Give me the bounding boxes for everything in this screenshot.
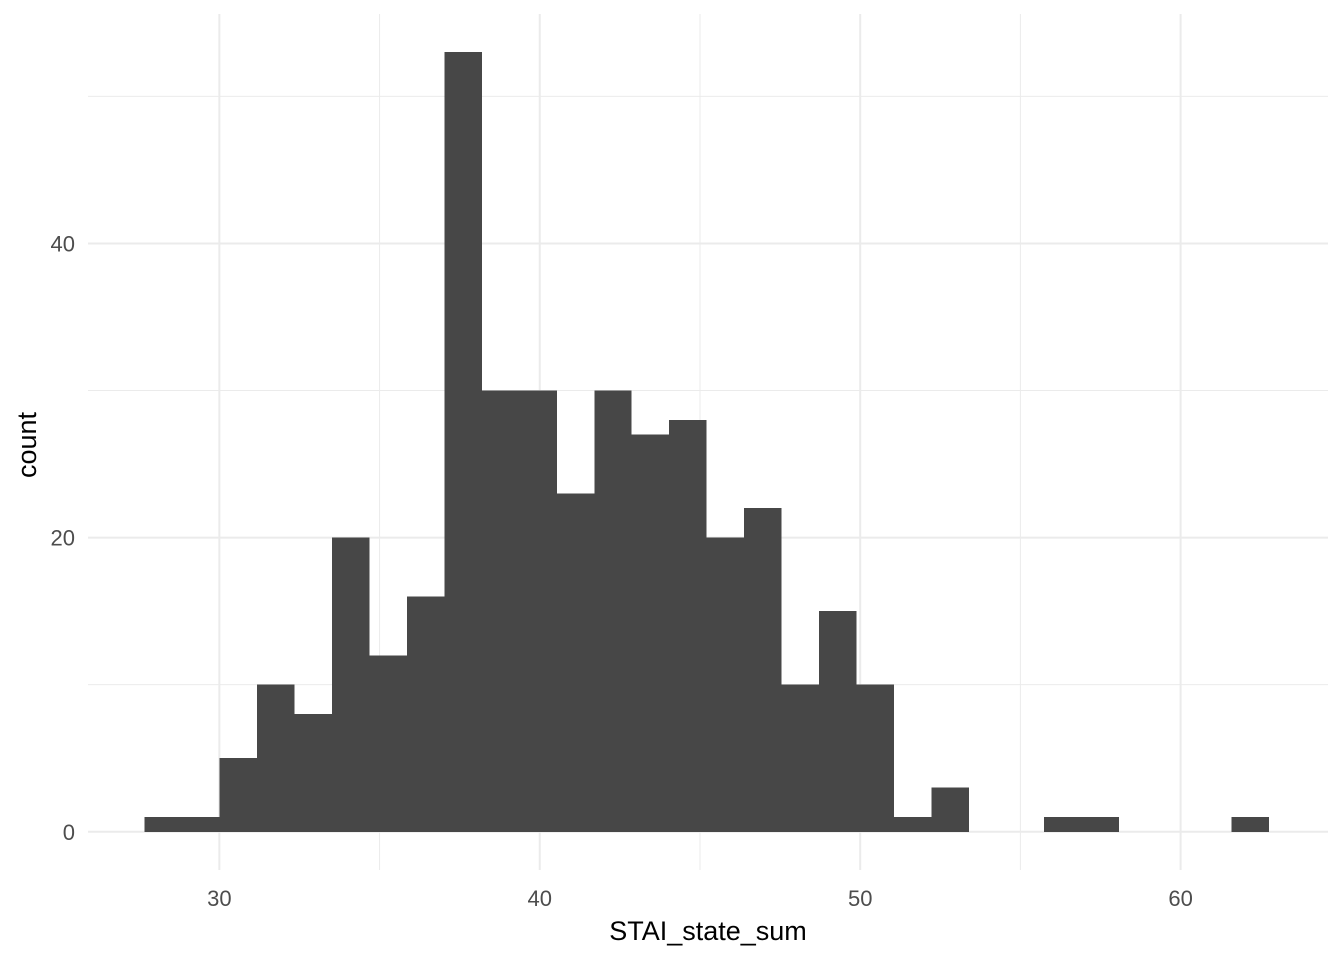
histogram-bar bbox=[294, 714, 332, 832]
histogram-bar bbox=[144, 817, 182, 832]
x-tick-label: 60 bbox=[1168, 886, 1192, 911]
x-tick-label: 30 bbox=[207, 886, 231, 911]
histogram-bar bbox=[744, 508, 782, 832]
histogram-bar bbox=[894, 817, 932, 832]
histogram-bar bbox=[556, 493, 595, 832]
y-axis-tick-labels: 0 20 40 bbox=[51, 231, 75, 844]
histogram-bar bbox=[1231, 817, 1270, 832]
x-axis-tick-labels: 30 40 50 60 bbox=[207, 886, 1193, 911]
histogram-bar bbox=[256, 684, 295, 832]
histogram-bar bbox=[1044, 817, 1082, 832]
major-gridlines bbox=[88, 14, 1328, 870]
y-tick-label: 40 bbox=[51, 231, 75, 256]
histogram-bar bbox=[706, 537, 745, 832]
histogram-bar bbox=[856, 684, 895, 832]
histogram-bar bbox=[931, 787, 970, 832]
histogram-bar bbox=[181, 817, 220, 832]
histogram-bar bbox=[369, 655, 407, 832]
histogram-bar bbox=[631, 434, 670, 832]
histogram-bars bbox=[144, 52, 1270, 832]
y-axis-title: count bbox=[12, 411, 42, 478]
histogram-bar bbox=[594, 390, 632, 832]
x-axis-title: STAI_state_sum bbox=[609, 916, 807, 946]
histogram-bar bbox=[1081, 817, 1120, 832]
histogram-bar bbox=[481, 390, 520, 832]
histogram-bar bbox=[519, 390, 557, 832]
y-tick-label: 0 bbox=[63, 820, 75, 845]
minor-gridlines bbox=[88, 14, 1328, 870]
x-tick-label: 50 bbox=[848, 886, 872, 911]
histogram-bar bbox=[219, 758, 257, 832]
y-tick-label: 20 bbox=[51, 526, 75, 551]
histogram-bar bbox=[406, 596, 445, 832]
histogram-bar bbox=[669, 419, 707, 832]
histogram-bar bbox=[781, 684, 820, 832]
histogram-bar bbox=[444, 52, 482, 832]
histogram-bar bbox=[331, 537, 370, 832]
histogram-bar bbox=[819, 611, 857, 832]
x-tick-label: 40 bbox=[528, 886, 552, 911]
